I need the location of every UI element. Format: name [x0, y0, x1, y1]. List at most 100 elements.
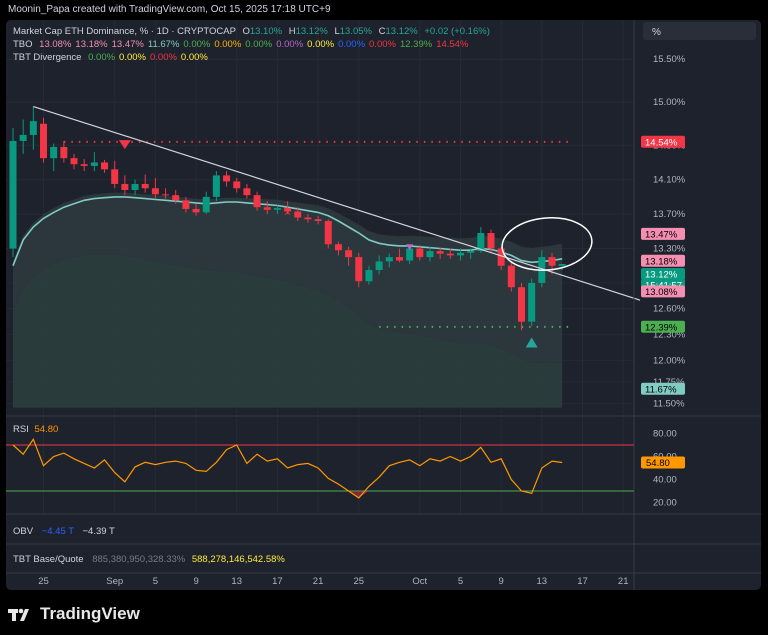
candle [467, 248, 475, 259]
rsi-badge-label: 54.80 [646, 458, 670, 469]
candle-body [202, 196, 210, 213]
time-axis-label: Oct [412, 576, 427, 587]
price-badge-label: 14.54% [645, 137, 678, 148]
chart-svg[interactable]: ✕ 15.50%15.00%14.50%14.10%13.70%13.30%12… [6, 20, 761, 590]
candle-body [141, 183, 149, 189]
legend-high-key: H [289, 26, 296, 37]
candle [548, 252, 556, 275]
price-badge: 13.18% [641, 254, 685, 267]
candle-body [212, 175, 220, 197]
candle [182, 196, 190, 213]
candle [518, 282, 525, 331]
price-badge-bg [641, 285, 685, 298]
time-axis-label: 17 [577, 576, 588, 587]
candle-body [273, 208, 281, 210]
candle [90, 152, 98, 172]
legend-tbo-value: 14.54% [436, 39, 469, 50]
candle [212, 171, 220, 202]
candle-body [558, 264, 566, 266]
price-axis-label: 12.60% [653, 304, 686, 315]
time-axis-label: 9 [193, 576, 198, 587]
candle [284, 201, 292, 215]
candle [385, 253, 393, 268]
candle-body [9, 140, 17, 249]
candle [192, 203, 200, 216]
tbo-cloud [13, 192, 563, 408]
candle-body [395, 257, 403, 261]
candle [50, 143, 58, 172]
legend-low-value: 13.05% [340, 26, 373, 37]
candle [375, 255, 383, 275]
candle [304, 214, 312, 223]
legend-open-value: 13.10% [250, 26, 283, 37]
time-axis-label: 13 [231, 576, 242, 587]
candle [426, 246, 434, 262]
candle [253, 191, 261, 211]
price-badge-label: 13.47% [645, 229, 678, 240]
candle [223, 171, 231, 187]
time-axis-label: 21 [313, 576, 324, 587]
trendline-path [33, 105, 641, 301]
legend-tbo-value: 0.00% [369, 39, 396, 50]
legend-tbo-value: 11.67% [148, 39, 180, 50]
tbt-value-2: 588,278,146,542.58% [192, 554, 286, 565]
obv-value-2: −4.39 T [82, 526, 115, 537]
price-badge-label: 13.12% [645, 270, 678, 281]
footer: TradingView [8, 603, 140, 625]
candle [131, 179, 139, 196]
candle [395, 248, 403, 263]
candle [477, 227, 485, 253]
price-badge-label: 11.67% [645, 384, 677, 395]
candle-body [121, 183, 129, 190]
highlight-circle [501, 217, 593, 271]
candle-body [172, 195, 180, 201]
candle [80, 159, 88, 172]
rsi-axis-label: 20.00 [653, 498, 677, 509]
rsi-axis-label: 40.00 [653, 475, 677, 486]
candle [446, 248, 454, 259]
percent-button[interactable] [643, 22, 756, 40]
candle [29, 106, 37, 150]
cloud-band [13, 192, 563, 363]
rsi-value: 54.80 [34, 424, 58, 435]
percent-button-label: % [652, 27, 661, 38]
candle-body [151, 188, 159, 195]
legend-close-key: C [379, 26, 386, 37]
price-badge-bg [641, 254, 685, 267]
price-badge: 14.54% [641, 135, 685, 148]
price-axis-label: 15.50% [653, 54, 686, 65]
candle [202, 191, 210, 215]
candle-body [365, 270, 373, 282]
price-axis-label: 12.00% [653, 355, 686, 366]
candle-body [233, 181, 241, 189]
price-badge-bg [641, 382, 685, 395]
price-axis-label: 14.10% [653, 175, 686, 186]
candle [365, 265, 373, 285]
candle [416, 245, 424, 261]
candle-body [446, 253, 454, 256]
candle [294, 207, 302, 221]
tbt-legend: TBT Base/Quote 885,380,950,328.33% 588,2… [13, 554, 285, 565]
candle-body [334, 244, 342, 251]
candle [9, 128, 17, 258]
price-axis-label: 12.30% [653, 330, 686, 341]
candle-body [324, 220, 332, 245]
tbt-value-1: 885,380,950,328.33% [92, 554, 186, 565]
buy-signal-triangle [525, 337, 538, 348]
legend-tbo-value: 13.47% [112, 39, 145, 50]
candle-body [182, 200, 190, 209]
candle-body [426, 251, 434, 258]
candle [243, 183, 251, 199]
candle-body [223, 175, 231, 182]
legend-tbo-value: 0.00% [214, 39, 241, 50]
legend-div-value: 0.00% [88, 52, 115, 63]
candle-body [487, 233, 495, 249]
candle [355, 252, 363, 288]
price-axis-label: 15.00% [653, 97, 686, 108]
candle-body [385, 257, 393, 262]
candle-body [518, 287, 525, 322]
candle-body [548, 257, 556, 266]
time-axis-label: 25 [38, 576, 49, 587]
candle [314, 215, 322, 225]
